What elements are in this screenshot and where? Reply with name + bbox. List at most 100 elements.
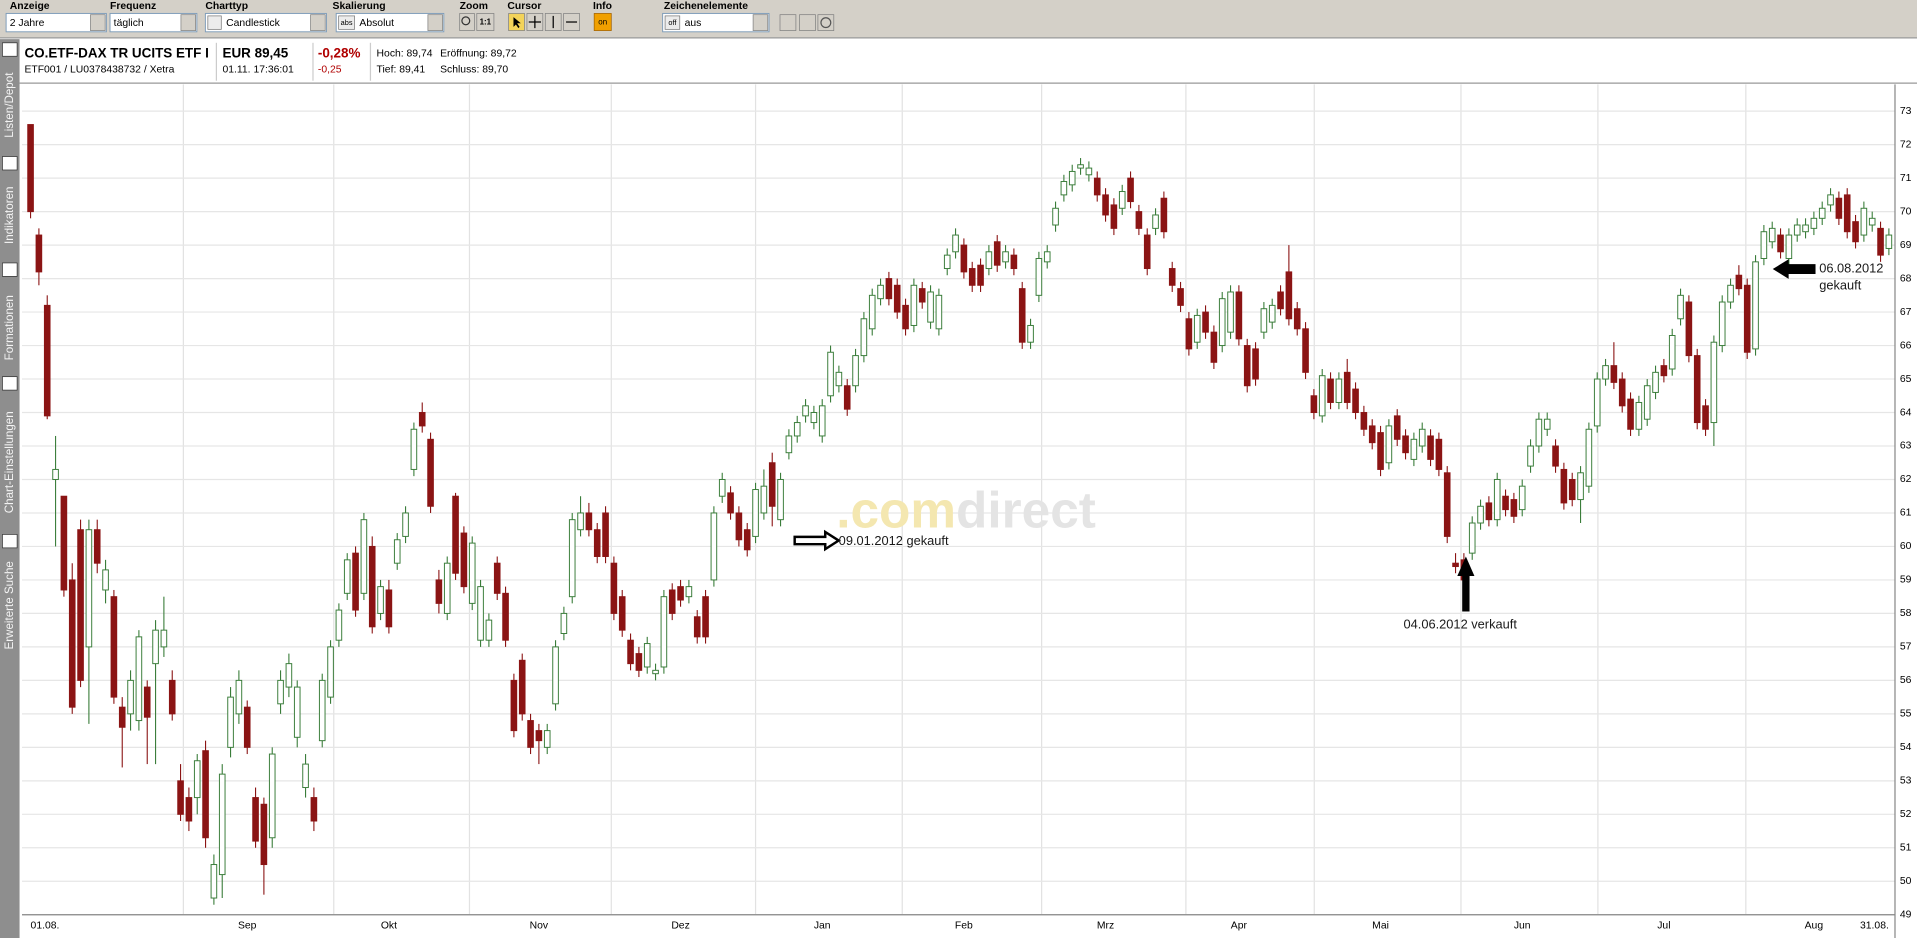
candle-body [935,294,943,330]
candle-body [1793,224,1801,236]
candle-body [443,562,451,614]
candle-body [718,478,726,497]
dropdown[interactable] [662,12,770,33]
dropdown-value[interactable]: aus [685,18,702,29]
candle-body [968,268,976,286]
candle-body [1435,438,1443,470]
sidebar-icon[interactable] [2,42,18,57]
candle-body [152,629,159,665]
candle-body [1477,505,1484,524]
candle-body [285,663,293,688]
dropdown-value[interactable]: täglich [114,18,144,29]
candle-body [1085,167,1093,176]
candle-body [910,284,918,326]
y-tick-label: 72 [1900,139,1912,150]
candle-body [743,529,751,551]
sidebar-icon[interactable] [2,534,18,549]
candle-body [693,616,701,638]
candle-body [1735,274,1743,290]
info-text[interactable]: on [598,18,607,27]
candle-body [343,559,351,594]
candle-body [1410,438,1418,460]
candle-body [1768,227,1776,243]
candle-body [1310,395,1318,414]
candle-body [60,495,68,591]
y-tick-label: 54 [1900,742,1912,753]
y-tick-label: 57 [1900,642,1912,653]
candle-body [860,318,868,357]
dropdown-button[interactable] [310,14,326,31]
candle-body [1218,298,1226,347]
sidebar-tab[interactable]: Chart-Einstellungen [3,411,16,513]
candle-body [843,385,851,410]
candle-body [335,609,343,641]
sidebar-tab[interactable]: Formationen [3,295,16,360]
price: EUR 89,45 [223,45,289,60]
sidebar-icon[interactable] [2,262,18,277]
sidebar-tab[interactable]: Erweiterte Suche [3,561,16,649]
candle-body [135,636,143,722]
y-tick-label: 64 [1900,407,1912,418]
candle-body [1535,418,1543,447]
y-tick-label: 55 [1900,709,1912,720]
y-tick-label: 49 [1900,910,1912,921]
dropdown[interactable] [335,12,445,33]
candle-body [1585,428,1593,487]
dropdown-button[interactable] [752,14,769,31]
dropdown[interactable] [204,12,327,33]
day-close: Schluss: 89,70 [440,64,508,75]
sidebar-icon[interactable] [2,156,18,171]
watermark-part: .com [836,481,956,538]
candle-body [835,371,843,387]
dropdown-value[interactable]: Absolut [359,18,394,29]
candle-body [952,234,959,253]
dropdown-button[interactable] [427,14,443,31]
candle-body [577,512,584,531]
candle-body [260,803,268,866]
x-tick-label: Jun [1514,921,1531,932]
dropdown-value[interactable]: Candlestick [226,18,280,29]
x-tick-label: Nov [530,921,549,932]
tool-button[interactable] [799,14,816,31]
candle-body [1868,217,1876,226]
candle-body [1177,288,1184,306]
candle-body [1427,435,1434,460]
dropdown[interactable] [5,12,107,33]
candle-body [660,596,668,668]
candle-body [427,438,434,507]
dropdown-button[interactable] [90,14,106,31]
info-button[interactable] [593,13,612,31]
candle-body [1285,271,1293,320]
y-tick-label: 56 [1900,675,1912,686]
sidebar-tab[interactable]: Indikatoren [3,187,16,244]
candle-body [1402,435,1409,454]
candle-body [1202,311,1209,333]
candle-body [1660,365,1668,377]
dropdown[interactable] [109,12,198,33]
x-tick-label: 31.08. [1860,921,1889,932]
dropdown-button[interactable] [180,14,196,31]
candle-body [518,659,526,715]
candle-body [1635,401,1643,430]
change-percent: -0,28% [318,45,361,60]
instrument-ids: ETF001 / LU0378438732 / Xetra [24,64,174,75]
tool-button[interactable] [779,14,797,31]
zoom-reset-text[interactable]: 1:1 [480,18,492,27]
candle-body [52,468,59,480]
candle-body [1227,291,1234,333]
candle-body [1752,261,1759,350]
tool-button[interactable] [817,14,835,31]
toolbar-label: Zeichenelemente [664,1,748,12]
sidebar-tab[interactable]: Listen/Depot [3,72,16,138]
zoom-reset-button[interactable] [476,13,495,31]
candle-body [618,596,626,631]
candle-body [1252,348,1259,380]
candle-body [1343,371,1351,403]
dropdown-value[interactable]: 2 Jahre [10,18,45,29]
candle-body [802,405,809,417]
y-tick-label: 66 [1900,340,1912,351]
candle-body [435,579,443,604]
sidebar-icon[interactable] [2,376,18,391]
